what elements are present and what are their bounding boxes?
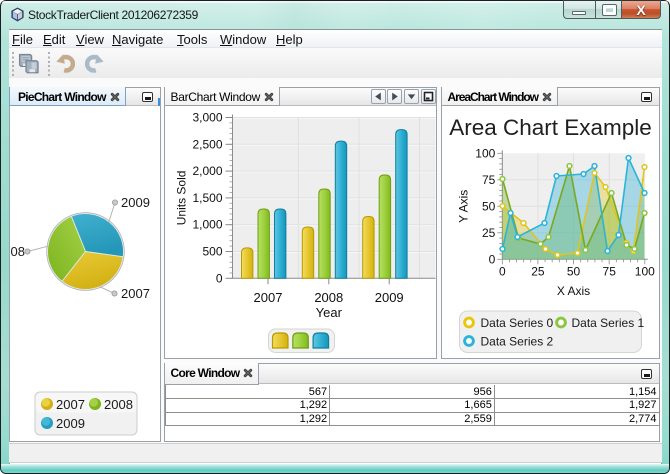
svg-text:2,000: 2,000: [192, 164, 222, 178]
svg-text:2008: 2008: [104, 397, 133, 412]
svg-text:2007: 2007: [253, 290, 282, 305]
svg-text:25: 25: [481, 226, 495, 240]
svg-text:2007: 2007: [121, 286, 150, 301]
svg-text:2,500: 2,500: [192, 137, 222, 151]
svg-text:2009: 2009: [374, 290, 403, 305]
svg-text:Data Series 2: Data Series 2: [480, 335, 553, 349]
svg-text:0: 0: [488, 252, 495, 266]
svg-text:Year: Year: [315, 305, 342, 320]
svg-text:500: 500: [202, 245, 222, 259]
svg-text:0: 0: [215, 271, 222, 285]
svg-text:100: 100: [634, 264, 654, 278]
svg-text:Area Chart Example: Area Chart Example: [449, 115, 652, 140]
svg-text:2008: 2008: [10, 244, 25, 259]
svg-text:75: 75: [602, 264, 616, 278]
svg-text:Data Series 0: Data Series 0: [480, 316, 553, 330]
svg-text:Units Sold: Units Sold: [174, 171, 188, 226]
svg-text:2009: 2009: [56, 416, 85, 431]
svg-text:50: 50: [481, 199, 495, 213]
svg-text:Data Series 1: Data Series 1: [571, 316, 644, 330]
svg-text:3,000: 3,000: [192, 111, 222, 125]
svg-text:50: 50: [566, 264, 580, 278]
svg-text:0: 0: [498, 264, 505, 278]
svg-text:1,000: 1,000: [192, 218, 222, 232]
svg-text:Y Axis: Y Axis: [456, 190, 470, 223]
svg-text:2007: 2007: [56, 397, 85, 412]
svg-text:75: 75: [481, 173, 495, 187]
svg-text:2008: 2008: [314, 290, 343, 305]
svg-text:2009: 2009: [121, 195, 150, 210]
svg-text:25: 25: [531, 264, 545, 278]
svg-text:100: 100: [475, 146, 495, 160]
svg-text:X Axis: X Axis: [556, 284, 589, 298]
svg-text:1,500: 1,500: [192, 191, 222, 205]
